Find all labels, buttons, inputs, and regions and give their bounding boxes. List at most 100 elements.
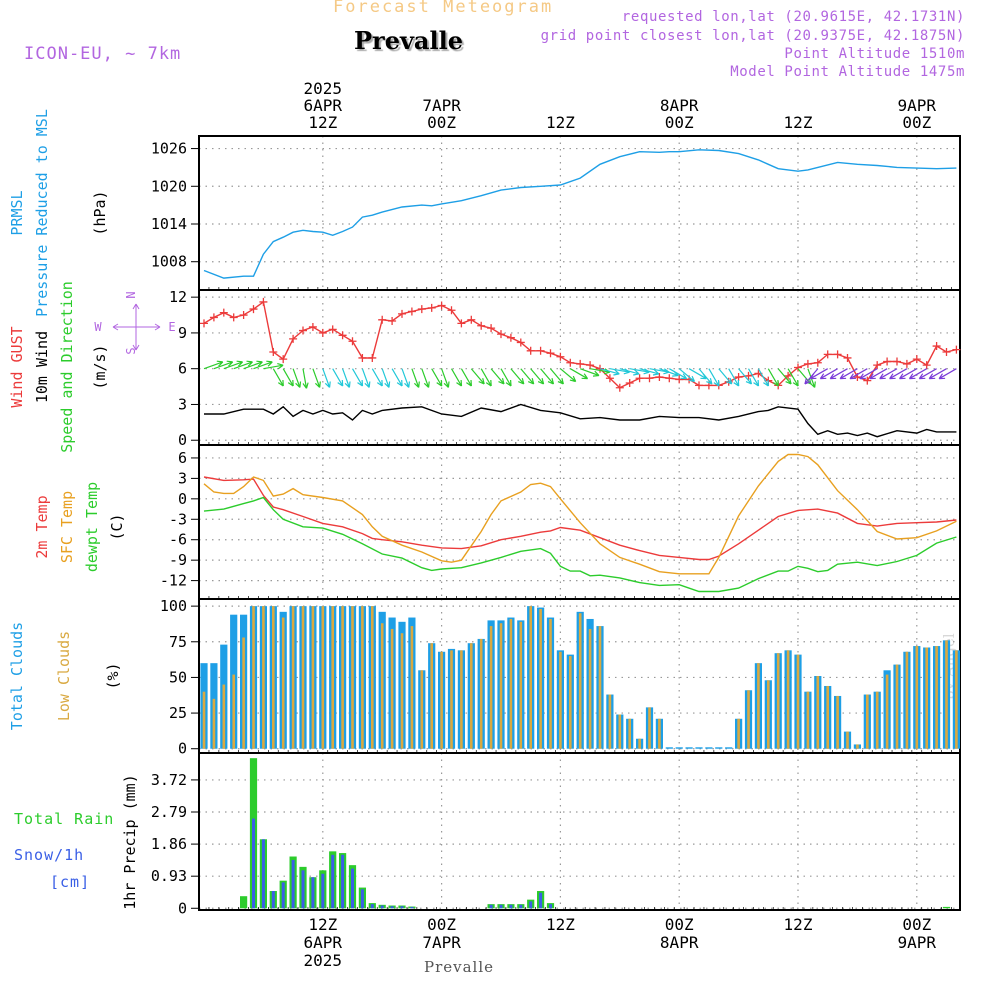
wind-direction-arrow bbox=[678, 368, 696, 383]
compass-n: N bbox=[124, 291, 138, 298]
low-cloud-bar bbox=[262, 606, 265, 749]
temp-label: dewpt Temp bbox=[83, 482, 101, 572]
snow-bar bbox=[519, 904, 523, 909]
low-cloud-bar bbox=[400, 633, 404, 749]
gust-marker bbox=[437, 301, 446, 310]
top-time-label: 2025 bbox=[304, 79, 343, 98]
low-cloud-bar bbox=[826, 685, 829, 749]
wind-direction-arrow bbox=[609, 368, 630, 375]
gust-marker bbox=[497, 330, 505, 339]
pressure-unit: (hPa) bbox=[91, 190, 109, 235]
low-cloud-bar bbox=[281, 617, 285, 749]
gust-marker bbox=[893, 357, 901, 366]
gust-marker bbox=[635, 374, 644, 383]
wind-direction-arrow bbox=[569, 368, 589, 380]
low-cloud-bar bbox=[578, 613, 582, 749]
wind-direction-arrow bbox=[869, 368, 888, 380]
snow-bar bbox=[410, 906, 414, 909]
low-cloud-bar bbox=[430, 643, 433, 749]
gust-marker bbox=[675, 375, 684, 384]
y-tick-label: 0 bbox=[178, 740, 187, 758]
wind-direction-arrow bbox=[500, 368, 512, 387]
total-cloud-bar bbox=[715, 747, 723, 749]
snow-bar bbox=[301, 870, 305, 909]
low-cloud-bar bbox=[747, 690, 750, 749]
low-cloud-bar bbox=[569, 656, 572, 749]
wind-direction-arrow bbox=[809, 368, 829, 380]
y-tick-label: 1014 bbox=[151, 215, 187, 233]
pressure-panel: 1008 1014 1020 1026 bbox=[151, 135, 961, 291]
low-cloud-bar bbox=[658, 718, 661, 749]
wind-direction-arrow bbox=[849, 368, 868, 380]
total-cloud-bar bbox=[725, 747, 733, 749]
gust-marker bbox=[407, 307, 416, 316]
wind-direction-arrow bbox=[351, 368, 364, 387]
low-cloud-bar bbox=[816, 676, 820, 749]
location-title: Prevalle bbox=[354, 26, 463, 55]
model-point-altitude: Model Point Altitude 1475m bbox=[730, 64, 965, 80]
temp-sfc-line bbox=[203, 453, 957, 575]
gust-marker bbox=[259, 297, 268, 306]
low-cloud-bar bbox=[638, 738, 641, 749]
wind-direction-arrow bbox=[698, 368, 713, 385]
snow-bar bbox=[321, 873, 325, 909]
y-tick-label: 1.86 bbox=[151, 835, 187, 853]
wind-direction-arrow bbox=[520, 368, 535, 385]
gust-marker bbox=[368, 353, 377, 362]
low-cloud-bar bbox=[450, 650, 453, 749]
total-cloud-bar bbox=[695, 747, 703, 749]
gust-marker bbox=[596, 364, 604, 373]
y-tick-label: 3.72 bbox=[151, 771, 187, 789]
gust-marker bbox=[209, 313, 218, 322]
snow-bar bbox=[539, 892, 543, 909]
wind-direction-arrow bbox=[391, 368, 403, 387]
snow-bar bbox=[370, 904, 374, 909]
low-cloud-bar bbox=[608, 694, 612, 749]
wind-direction-arrow bbox=[302, 368, 309, 389]
low-cloud-bar bbox=[252, 606, 255, 749]
point-altitude: Point Altitude 1510m bbox=[784, 46, 965, 62]
top-time-label: 00Z bbox=[427, 113, 456, 132]
model-label: ICON-EU, ~ 7km bbox=[24, 44, 182, 64]
wind-direction-arrow bbox=[777, 368, 792, 385]
bottom-time-label: 6APR bbox=[304, 933, 343, 952]
gust-marker bbox=[328, 325, 337, 334]
low-cloud-bar bbox=[202, 691, 206, 749]
bottom-time-label: 00Z bbox=[427, 915, 456, 934]
gust-marker bbox=[526, 346, 535, 355]
snow-bar bbox=[261, 839, 265, 909]
low-cloud-bar bbox=[479, 638, 483, 749]
low-cloud-bar bbox=[866, 694, 869, 749]
bottom-time-label: 12Z bbox=[784, 915, 813, 934]
legend-snow: Snow/1h bbox=[14, 846, 84, 864]
snow-bar bbox=[291, 859, 295, 909]
snow-bar bbox=[529, 901, 533, 909]
wind-direction-arrow bbox=[767, 368, 779, 387]
low-cloud-bar bbox=[301, 606, 305, 749]
wind-direction-arrow bbox=[747, 368, 760, 387]
bottom-time-label: 00Z bbox=[902, 915, 931, 934]
gust-marker bbox=[388, 317, 397, 325]
wind-speed-line bbox=[204, 403, 957, 438]
rain-bar bbox=[942, 906, 951, 909]
gust-marker bbox=[546, 349, 555, 358]
wind-direction-arrow bbox=[322, 368, 331, 388]
wind-direction-arrow bbox=[272, 368, 284, 387]
wind-direction-arrow bbox=[629, 368, 650, 375]
wind-direction-arrow bbox=[938, 368, 957, 380]
wind-direction-arrow bbox=[203, 360, 224, 370]
gust-marker bbox=[605, 374, 614, 383]
y-tick-label: -6 bbox=[169, 531, 187, 549]
low-cloud-bar bbox=[351, 606, 354, 749]
snow-bar bbox=[341, 854, 345, 909]
low-cloud-bar bbox=[757, 663, 760, 749]
snow-bar bbox=[509, 904, 513, 909]
gust-marker bbox=[932, 342, 941, 351]
gust-marker bbox=[645, 374, 654, 383]
gust-marker bbox=[516, 338, 525, 347]
gust-marker bbox=[665, 374, 674, 383]
wind-direction-arrow bbox=[253, 360, 273, 370]
y-tick-label: 1008 bbox=[151, 253, 187, 271]
wind-direction-arrow bbox=[839, 368, 858, 380]
gust-marker bbox=[427, 303, 436, 312]
